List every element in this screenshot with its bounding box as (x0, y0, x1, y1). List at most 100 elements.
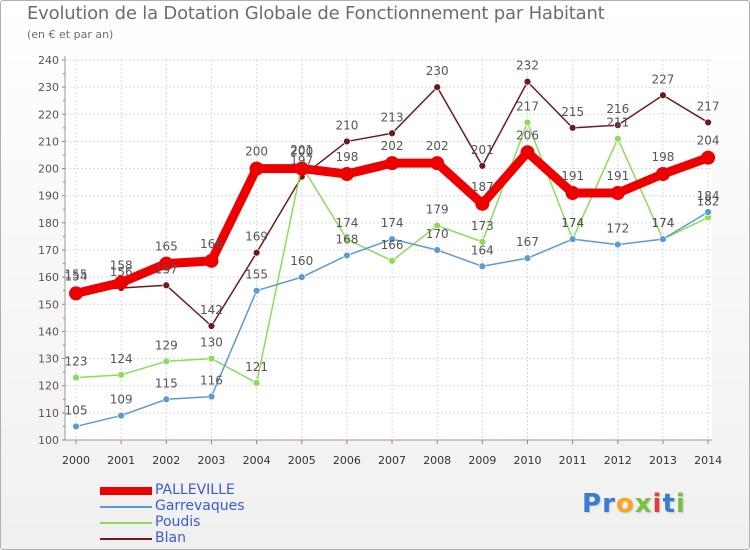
data-point (523, 254, 532, 262)
data-point (659, 91, 667, 99)
logo-letter: o (615, 489, 635, 519)
y-tick-label: 230 (38, 81, 59, 94)
data-point (72, 373, 80, 382)
data-label: 174 (651, 216, 674, 230)
y-tick-label: 110 (38, 407, 59, 420)
data-point (343, 137, 351, 146)
legend-label: Garrevaques (155, 498, 245, 514)
data-point (478, 262, 487, 270)
data-point (162, 281, 171, 289)
data-point (69, 286, 83, 301)
data-label: 179 (426, 203, 449, 217)
data-point (704, 208, 712, 216)
y-tick-label: 220 (38, 108, 59, 121)
data-label: 213 (381, 110, 404, 124)
y-tick-label: 200 (38, 163, 59, 176)
data-point (430, 156, 445, 171)
data-label: 166 (200, 237, 223, 251)
data-label: 156 (110, 265, 133, 279)
data-label: 197 (290, 154, 313, 168)
legend-swatch (100, 522, 152, 524)
x-tick-label: 2009 (468, 454, 496, 467)
data-point (655, 167, 670, 181)
data-label: 124 (110, 352, 133, 366)
data-label: 167 (516, 235, 539, 249)
data-point (298, 273, 306, 281)
data-label: 105 (65, 403, 88, 417)
data-label: 174 (381, 216, 404, 230)
data-point (388, 257, 396, 265)
data-point (520, 145, 535, 160)
data-point (117, 371, 125, 379)
data-point (207, 322, 216, 330)
data-label: 168 (335, 232, 358, 246)
data-point (475, 196, 490, 211)
data-point (343, 235, 351, 243)
data-point (523, 118, 532, 127)
data-point (523, 78, 532, 86)
data-label: 230 (426, 64, 449, 78)
data-label: 164 (471, 243, 494, 257)
data-label: 129 (155, 338, 178, 352)
y-tick-label: 100 (38, 434, 59, 447)
data-label: 198 (335, 150, 358, 164)
data-point (701, 150, 716, 165)
y-tick-label: 120 (38, 380, 59, 393)
data-label: 123 (65, 355, 88, 369)
data-point (388, 235, 396, 243)
chart-title: Evolution de la Dotation Globale de Fonc… (27, 3, 605, 24)
data-label: 121 (245, 360, 268, 374)
data-label: 172 (606, 222, 629, 236)
data-label: 157 (155, 262, 178, 276)
y-tick-label: 190 (38, 190, 59, 203)
y-tick-label: 240 (38, 54, 59, 67)
x-tick-label: 2004 (243, 454, 271, 467)
data-label: 198 (651, 150, 674, 164)
chart-subtitle: (en € et par an) (27, 28, 114, 41)
y-tick-label: 210 (38, 135, 59, 148)
data-point (207, 392, 216, 401)
data-label: 227 (651, 72, 674, 86)
data-point (114, 275, 129, 290)
data-point (659, 235, 667, 243)
data-label: 200 (245, 145, 268, 159)
proxiti-logo: Proxiti (582, 489, 686, 519)
data-label: 166 (381, 238, 404, 252)
data-point (433, 246, 441, 254)
x-tick-label: 2006 (333, 454, 361, 467)
logo-letter: P (582, 489, 603, 519)
x-tick-label: 2008 (423, 454, 451, 467)
data-label: 174 (561, 216, 584, 230)
data-label: 216 (606, 102, 629, 116)
data-point (433, 83, 441, 91)
data-label: 215 (561, 105, 584, 119)
data-point (565, 186, 580, 200)
y-tick-label: 180 (38, 217, 59, 230)
data-point (252, 287, 261, 295)
data-point (252, 379, 261, 387)
data-point (614, 135, 622, 143)
x-tick-label: 2003 (197, 454, 225, 467)
data-point (478, 238, 487, 246)
data-label: 142 (200, 303, 223, 317)
x-tick-label: 2007 (378, 454, 406, 467)
data-label: 154 (65, 269, 88, 283)
data-label: 155 (65, 268, 88, 282)
legend-label: Blan (155, 530, 186, 546)
legend-label: Poudis (155, 514, 201, 530)
data-label: 191 (561, 169, 584, 183)
data-label: 200 (290, 145, 313, 159)
data-point (614, 121, 622, 129)
data-point (478, 162, 487, 170)
data-label: 202 (381, 139, 404, 153)
data-point (162, 357, 171, 365)
data-label: 202 (426, 139, 449, 153)
data-label: 115 (155, 376, 178, 390)
x-tick-label: 2000 (62, 454, 90, 467)
data-label: 201 (471, 143, 494, 157)
logo-letter: i (675, 489, 686, 519)
data-label: 158 (110, 259, 133, 273)
x-tick-label: 2010 (514, 454, 542, 467)
data-point (568, 235, 577, 243)
